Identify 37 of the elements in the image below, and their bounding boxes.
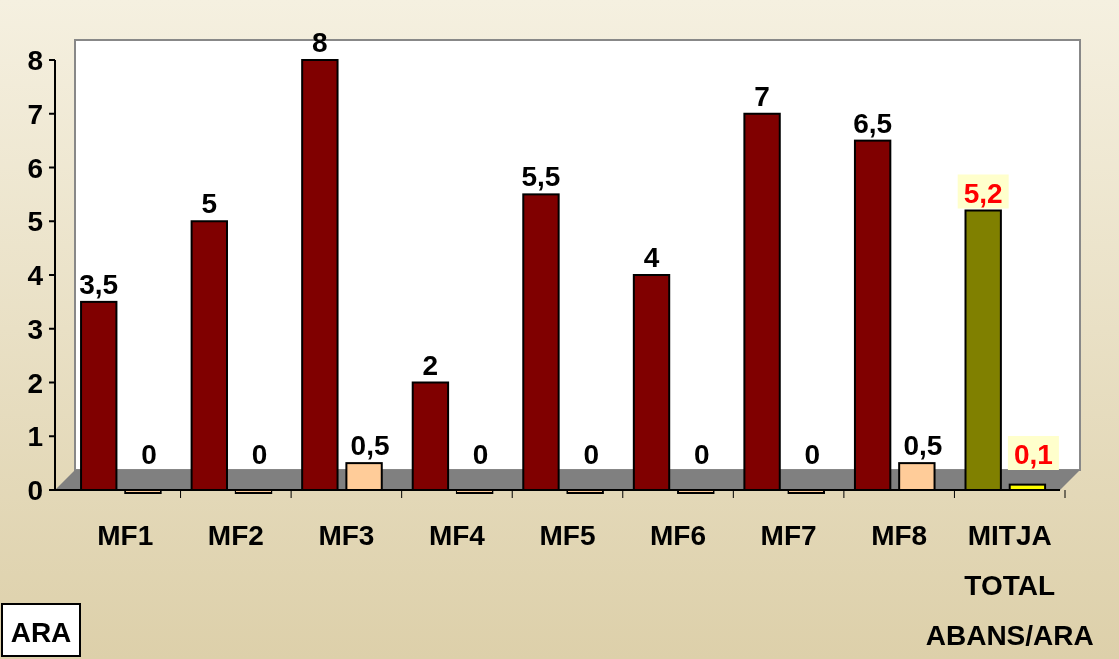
x-tick-label: MF7 <box>760 520 817 551</box>
text: ARA <box>10 617 72 648</box>
x-tick-label: MF4 <box>428 520 486 551</box>
data-label: 5,2 <box>963 177 1003 209</box>
data-label: 0 <box>251 439 268 470</box>
data-label: 0,5 <box>903 430 943 462</box>
data-label: 4 <box>643 242 660 273</box>
x-tick-label: MF3 <box>318 520 375 551</box>
data-label: 3,5 <box>79 268 119 300</box>
y-tick-label: 3 <box>27 313 43 345</box>
data-label: 6,5 <box>853 107 893 139</box>
y-tick-label: 2 <box>27 367 43 399</box>
y-tick-label: 4 <box>27 260 44 291</box>
y-tick-label: 6 <box>27 152 43 184</box>
data-label: 0 <box>141 439 157 470</box>
data-label: 5,5 <box>521 161 561 193</box>
x-tick-label: MITJA TOTAL ABANS/ARA <box>925 520 1094 651</box>
x-tick-label: MF5 <box>539 520 596 551</box>
data-label: 0 <box>804 439 821 470</box>
x-tick-label: MF8 <box>871 520 928 551</box>
x-tick-label: MF6 <box>650 520 707 551</box>
y-tick-label: 0 <box>27 475 43 506</box>
x-tick-label: MF2 <box>207 520 264 551</box>
data-label: 0,1 <box>1013 439 1053 470</box>
data-label: 5 <box>201 188 218 220</box>
data-label: 0 <box>693 439 710 470</box>
data-label: 2 <box>422 349 439 381</box>
x-tick-label: MF1 <box>97 520 154 551</box>
data-label: 0,5 <box>350 430 390 462</box>
data-label: 0 <box>472 439 489 470</box>
y-tick-label: 5 <box>27 206 43 238</box>
y-tick-label: 1 <box>27 421 43 453</box>
data-label: 7 <box>754 80 770 112</box>
data-label: 0 <box>583 439 599 470</box>
y-tick-label: 8 <box>27 45 43 76</box>
data-label: 8 <box>312 27 328 58</box>
y-tick-label: 7 <box>27 98 43 130</box>
